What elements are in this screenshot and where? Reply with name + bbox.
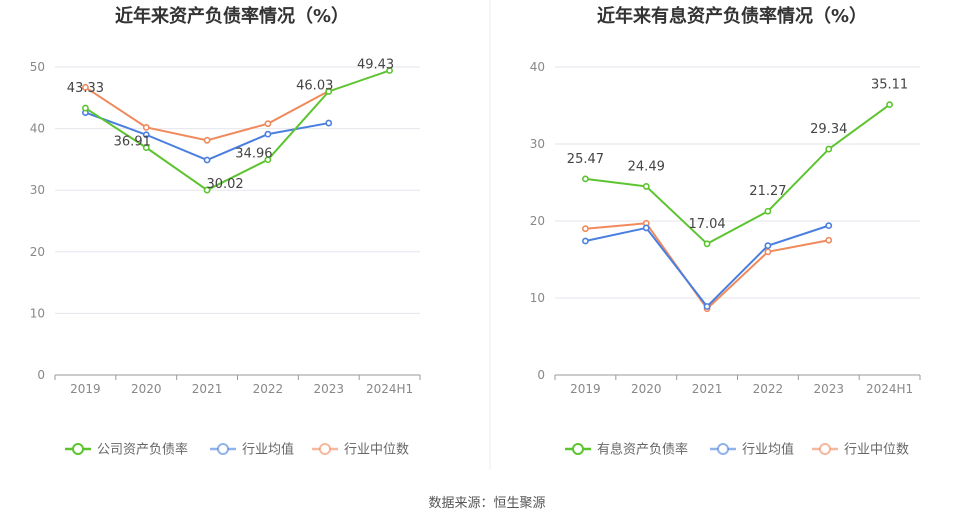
x-tick-label: 2021 xyxy=(692,382,723,396)
data-point[interactable] xyxy=(264,130,272,138)
data-point[interactable] xyxy=(582,237,589,245)
legend-item[interactable]: 行业均值 xyxy=(242,442,294,458)
y-tick-label: 50 xyxy=(30,60,45,74)
x-tick-label: 2020 xyxy=(631,382,662,396)
data-label: 17.04 xyxy=(688,217,725,232)
data-label: 30.02 xyxy=(206,177,243,192)
data-point[interactable] xyxy=(703,240,711,248)
data-point[interactable] xyxy=(825,236,833,244)
data-point[interactable] xyxy=(82,104,89,112)
y-tick-label: 0 xyxy=(537,368,545,382)
data-label: 25.47 xyxy=(567,152,604,167)
y-tick-label: 20 xyxy=(30,245,45,259)
series-line-0 xyxy=(84,69,390,192)
chart-title: 近年来资产负债率情况（%） xyxy=(115,5,349,27)
source-text: 数据来源：恒生聚源 xyxy=(428,496,545,511)
x-tick-label: 2020 xyxy=(131,382,162,396)
data-label: 24.49 xyxy=(628,159,665,174)
legend-swatch-marker xyxy=(217,443,229,455)
data-point[interactable] xyxy=(764,248,772,256)
chart-title: 近年来有息资产负债率情况（%） xyxy=(597,5,867,27)
data-point[interactable] xyxy=(764,207,772,215)
data-point[interactable] xyxy=(386,67,393,74)
data-point[interactable] xyxy=(142,123,150,131)
data-point[interactable] xyxy=(642,183,650,190)
series-line-0 xyxy=(585,103,891,246)
data-point[interactable] xyxy=(142,131,150,139)
data-label: 43.33 xyxy=(67,81,104,96)
x-tick-label: 2024H1 xyxy=(366,382,413,396)
x-tick-label: 2024H1 xyxy=(866,382,913,396)
data-point[interactable] xyxy=(142,144,150,152)
data-point[interactable] xyxy=(642,224,650,232)
y-tick-label: 0 xyxy=(37,368,45,382)
chart-debt-ratio: 近年来资产负债率情况（%） 0 10 20 30 40 50 2019 2020 2021 2022… xyxy=(30,5,421,458)
legend-swatch-marker xyxy=(72,443,84,455)
data-point[interactable] xyxy=(264,156,272,164)
data-label: 21.27 xyxy=(749,184,786,199)
data-point[interactable] xyxy=(764,242,772,250)
series-line-2 xyxy=(585,222,829,311)
data-label: 49.43 xyxy=(357,58,394,73)
data-label: 36.91 xyxy=(114,135,151,150)
data-point[interactable] xyxy=(325,88,333,95)
data-label: 34.96 xyxy=(235,147,272,162)
legend-item[interactable]: 有息资产负债率 xyxy=(597,442,688,458)
legend-swatch-marker xyxy=(717,443,729,455)
x-tick-label: 2022 xyxy=(253,382,284,396)
data-label: 46.03 xyxy=(296,78,333,93)
x-tick-label: 2019 xyxy=(70,382,101,396)
data-point[interactable] xyxy=(82,83,89,91)
y-tick-label: 10 xyxy=(530,291,545,305)
x-tick-label: 2021 xyxy=(192,382,223,396)
data-label: 35.11 xyxy=(871,78,908,93)
data-point[interactable] xyxy=(825,145,833,153)
y-tick-label: 40 xyxy=(30,122,45,136)
chart-interest-debt-ratio: 近年来有息资产负债率情况（%） 0 10 20 30 40 2019 2020 2021 2022… xyxy=(530,5,921,458)
y-tick-label: 20 xyxy=(530,214,545,228)
legend-swatch-marker xyxy=(572,443,584,455)
data-point[interactable] xyxy=(325,119,333,127)
x-tick-label: 2022 xyxy=(753,382,784,396)
data-point[interactable] xyxy=(203,136,211,144)
data-label: 29.34 xyxy=(810,122,847,137)
data-point[interactable] xyxy=(582,175,589,183)
legend-item[interactable]: 行业中位数 xyxy=(344,443,409,458)
data-point[interactable] xyxy=(582,225,589,233)
data-point[interactable] xyxy=(825,222,833,230)
legend-item[interactable]: 行业均值 xyxy=(742,442,794,458)
series-line-1 xyxy=(585,224,830,308)
data-point[interactable] xyxy=(886,101,893,109)
x-tick-label: 2023 xyxy=(313,382,344,396)
data-point[interactable] xyxy=(703,303,711,310)
legend-item[interactable]: 公司资产负债率 xyxy=(97,442,188,458)
y-tick-label: 40 xyxy=(530,60,545,74)
y-tick-label: 30 xyxy=(530,137,545,151)
x-tick-label: 2019 xyxy=(570,382,601,396)
legend-swatch-marker xyxy=(319,443,331,455)
data-point[interactable] xyxy=(203,156,211,164)
y-tick-label: 10 xyxy=(30,306,45,320)
data-point[interactable] xyxy=(264,120,272,128)
legend-item[interactable]: 行业中位数 xyxy=(844,443,909,458)
data-point[interactable] xyxy=(203,186,211,194)
y-tick-label: 30 xyxy=(30,183,45,197)
x-tick-label: 2023 xyxy=(813,382,844,396)
legend-swatch-marker xyxy=(819,443,831,455)
